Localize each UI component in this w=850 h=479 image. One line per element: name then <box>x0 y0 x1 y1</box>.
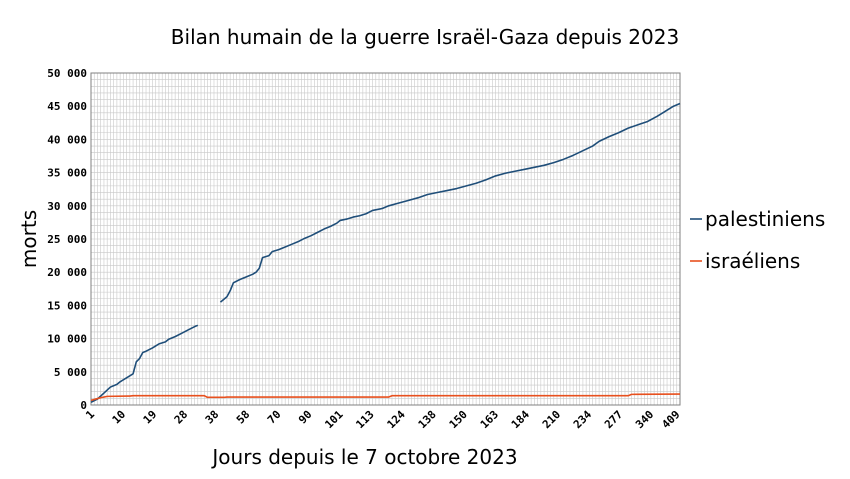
y-tick-label: 5 000 <box>54 366 87 379</box>
x-axis-title: Jours depuis le 7 octobre 2023 <box>210 445 517 469</box>
grid <box>91 73 680 405</box>
chart-title: Bilan humain de la guerre Israël-Gaza de… <box>171 25 679 49</box>
y-tick-label: 10 000 <box>47 333 87 346</box>
y-tick-label: 50 000 <box>47 67 87 80</box>
y-tick-label: 35 000 <box>47 167 87 180</box>
y-axis-ticks: 0 5 000 10 000 15 000 20 000 25 000 30 000 35 0… <box>47 67 87 412</box>
y-tick-label: 45 000 <box>47 100 87 113</box>
legend-label: palestiniens <box>705 207 825 231</box>
series-line-palestiniens <box>219 102 681 303</box>
legend-label: israéliens <box>705 249 800 273</box>
series-line-israéliens <box>90 393 681 402</box>
y-tick-label: 25 000 <box>47 233 87 246</box>
y-tick-label: 30 000 <box>47 200 87 213</box>
plot-frame <box>90 72 681 406</box>
y-axis-title: morts <box>17 210 41 268</box>
y-tick-label: 15 000 <box>47 299 87 312</box>
series-line-palestiniens <box>90 324 199 404</box>
series-lines <box>90 102 681 404</box>
y-tick-label: 20 000 <box>47 266 87 279</box>
y-tick-label: 40 000 <box>47 133 87 146</box>
y-tick-label: 0 <box>80 399 87 412</box>
legend: palestiniens israéliens <box>690 207 825 273</box>
